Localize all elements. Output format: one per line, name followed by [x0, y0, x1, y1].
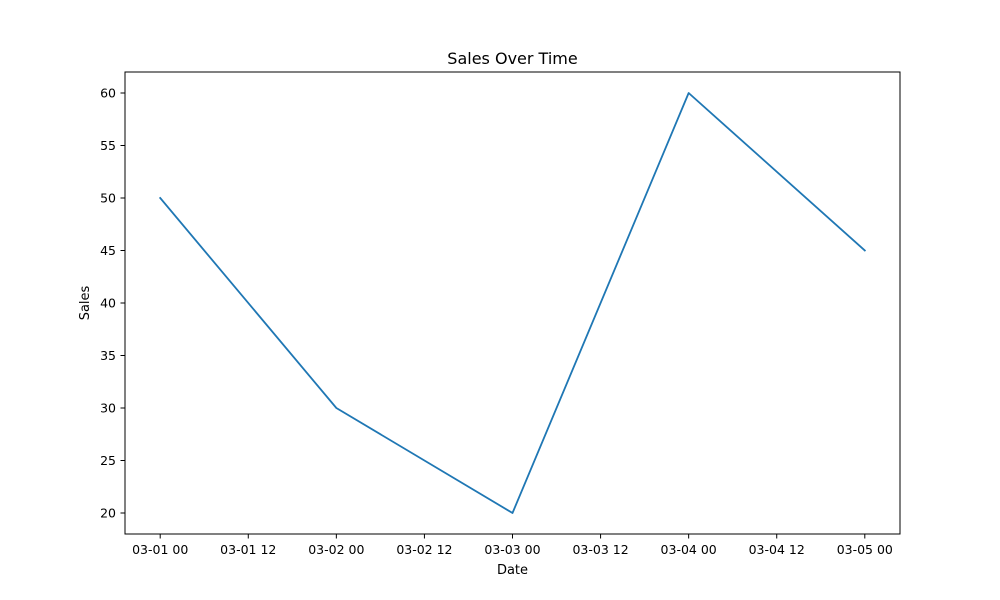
x-tick-label: 03-01 00	[132, 542, 188, 557]
x-tick-label: 03-02 00	[308, 542, 364, 557]
series-layer	[158, 92, 867, 514]
plot-frame	[124, 71, 901, 535]
chart-title: Sales Over Time	[447, 49, 577, 68]
series-line	[158, 92, 867, 514]
y-tick-label: 30	[100, 401, 116, 416]
x-tick-label: 03-03 00	[484, 542, 540, 557]
y-tick-label: 60	[100, 86, 116, 101]
y-tick-label: 25	[100, 453, 116, 468]
y-axis-label: Sales	[78, 285, 93, 320]
y-tick-label: 35	[100, 348, 116, 363]
x-tick-label: 03-04 00	[661, 542, 717, 557]
plot-area: 03-01 00 03-01 12 03-02 00 03-02 12 03-03 00…	[100, 71, 901, 557]
y-tick-label: 40	[100, 296, 116, 311]
x-tick-label: 03-02 12	[396, 542, 452, 557]
x-tick-label: 03-03 12	[572, 542, 628, 557]
y-axis: 20 25 30 35 40 45 50 55 60	[100, 86, 125, 521]
y-tick-label: 20	[100, 506, 116, 521]
x-tick-label: 03-01 12	[220, 542, 276, 557]
y-tick-label: 55	[100, 138, 116, 153]
x-axis: 03-01 00 03-01 12 03-02 00 03-02 12 03-03 00…	[132, 534, 893, 557]
x-axis-label: Date	[497, 563, 528, 578]
y-tick-label: 50	[100, 191, 116, 206]
x-tick-label: 03-05 00	[837, 542, 893, 557]
x-tick-label: 03-04 12	[749, 542, 805, 557]
y-tick-label: 45	[100, 243, 116, 258]
